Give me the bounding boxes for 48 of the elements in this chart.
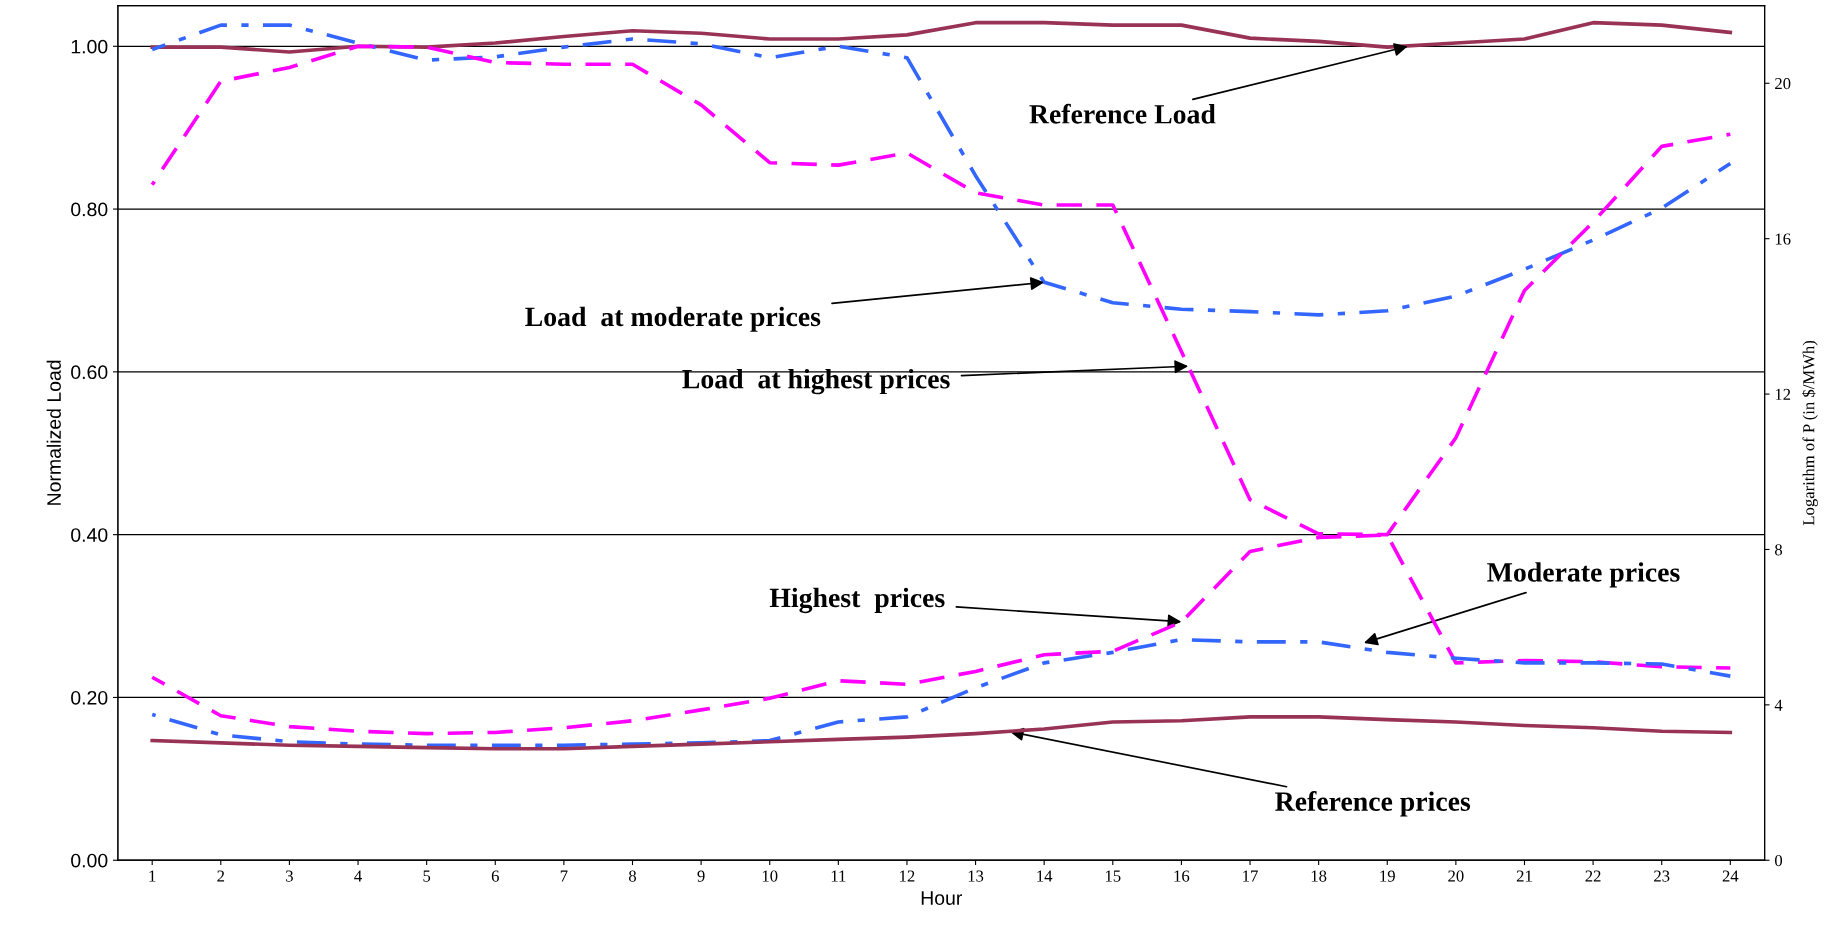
y-tick-label: 0.80 <box>71 202 108 217</box>
y-tick-label: 0.00 <box>71 853 108 868</box>
x-tick-label: 9 <box>697 870 705 882</box>
annotation: Load at moderate prices <box>525 306 821 332</box>
y-tick-label: 0.60 <box>71 365 108 380</box>
x-tick-label: 5 <box>423 870 431 882</box>
x-tick-label: 10 <box>762 870 778 882</box>
y2-tick-label: 16 <box>1775 233 1791 245</box>
annotation: Load at highest prices <box>682 368 950 395</box>
x-tick-label: 2 <box>217 870 225 882</box>
annotation: Highest prices <box>769 587 945 614</box>
line-series <box>150 637 1733 748</box>
y2-tick-label: 8 <box>1774 544 1783 556</box>
x-tick-label: 22 <box>1585 870 1601 882</box>
x-tick-label: 23 <box>1654 870 1670 882</box>
y-tick-label: 0.40 <box>71 528 108 542</box>
x-tick-label: 13 <box>968 870 984 882</box>
y-axis-title: Normalized Load <box>46 360 61 505</box>
y-tick-label: 1.00 <box>71 39 108 54</box>
annotation: Reference prices <box>1275 791 1471 817</box>
x-tick-label: 18 <box>1311 870 1327 882</box>
line-series <box>150 20 1733 54</box>
x-tick-label: 19 <box>1380 870 1395 882</box>
x-tick-label: 24 <box>1722 870 1739 882</box>
x-tick-label: 3 <box>286 870 293 882</box>
y2-axis-title: Logarithm of P (in $/MWh) <box>1802 340 1818 526</box>
y2-tick-label: 12 <box>1775 388 1791 400</box>
y-tick-label: 0.20 <box>71 690 108 705</box>
x-tick-label: 8 <box>628 870 637 882</box>
y2-tick-label: 0 <box>1774 854 1783 867</box>
line-series <box>150 715 1733 751</box>
x-tick-label: 15 <box>1105 870 1121 882</box>
y2-tick-label: 4 <box>1774 699 1783 711</box>
x-tick-label: 4 <box>354 870 362 882</box>
x-axis-title: Hour <box>921 891 963 905</box>
x-tick-label: 21 <box>1516 870 1532 882</box>
x-tick-label: 17 <box>1243 870 1258 882</box>
y2-tick-label: 20 <box>1775 77 1791 90</box>
x-tick-label: 6 <box>491 870 499 882</box>
x-tick-label: 1 <box>149 870 156 882</box>
x-tick-label: 20 <box>1448 870 1464 882</box>
x-tick-label: 14 <box>1037 870 1053 882</box>
x-tick-label: 16 <box>1174 870 1190 882</box>
x-tick-label: 7 <box>560 870 568 882</box>
annotation: Moderate prices <box>1487 562 1680 588</box>
annotation: Reference Load <box>1029 103 1216 124</box>
x-tick-label: 11 <box>831 870 846 882</box>
x-tick-label: 12 <box>900 870 915 882</box>
